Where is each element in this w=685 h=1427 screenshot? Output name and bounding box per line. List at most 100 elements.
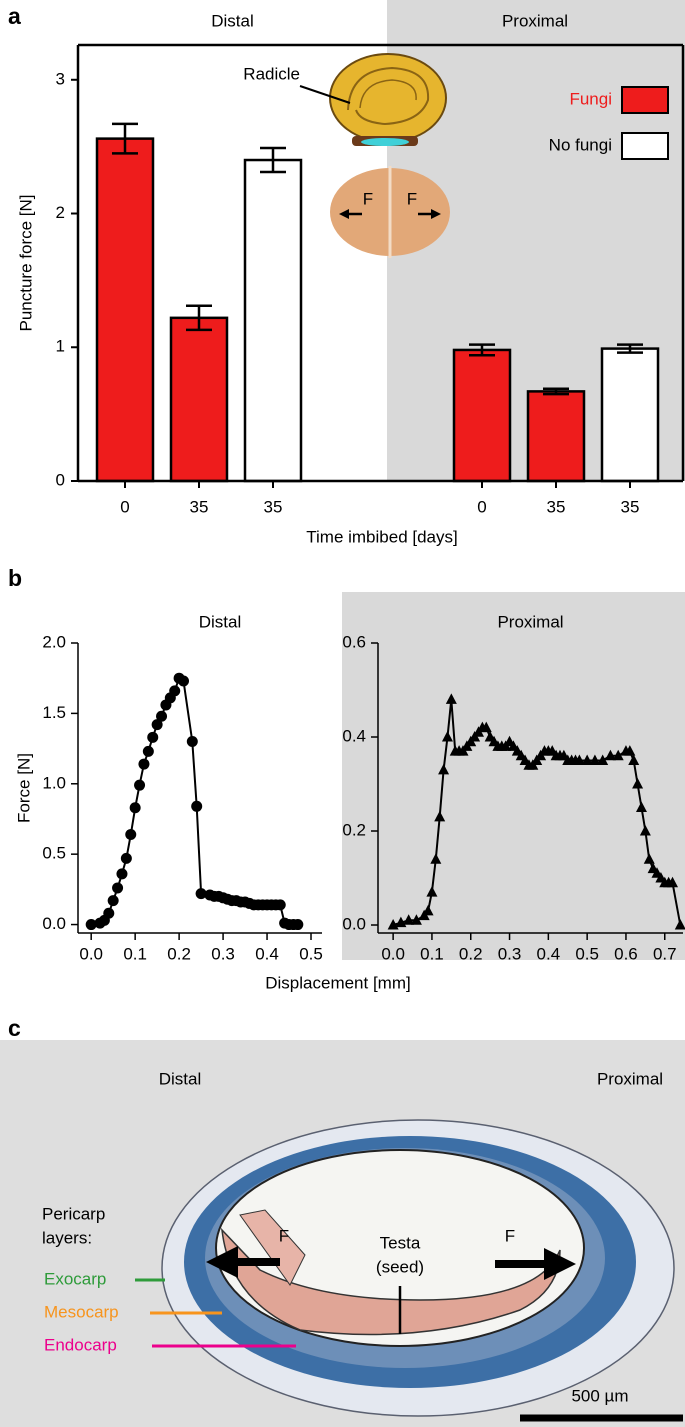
data-point [107, 895, 119, 907]
data-point [142, 745, 154, 757]
panel-label: c [8, 1015, 21, 1041]
legend-swatch [621, 86, 669, 114]
data-point [445, 693, 457, 704]
data-point [635, 801, 647, 813]
data-point [643, 853, 655, 864]
data-point [430, 853, 442, 864]
chart-title: Distal [199, 612, 242, 631]
y-axis-label: Puncture force [N] [16, 194, 35, 331]
data-point [169, 685, 181, 697]
data-point [581, 754, 593, 766]
x-tick-label: 0.3 [211, 944, 235, 963]
panel-label: b [8, 565, 22, 591]
bar [526, 390, 586, 483]
data-point [422, 904, 434, 916]
data-point [178, 675, 190, 687]
x-tick-label: 0.3 [498, 944, 522, 963]
data-point [639, 825, 651, 836]
data-point [426, 886, 438, 897]
legend-swatch [621, 132, 669, 160]
x-tick-label: 0 [477, 497, 486, 516]
data-point [103, 907, 115, 919]
y-tick-label: 3 [56, 69, 65, 88]
y-tick-label: 0.6 [342, 632, 366, 651]
x-axis-label: Displacement [mm] [265, 973, 410, 992]
data-point [186, 736, 198, 748]
x-tick-label: 0.5 [575, 944, 599, 963]
bar [600, 347, 660, 483]
x-tick-label: 0.6 [614, 944, 638, 963]
data-point [628, 754, 640, 766]
data-point [116, 868, 128, 880]
group-label: Proximal [502, 11, 568, 30]
data-point [112, 882, 124, 894]
data-point [667, 876, 679, 888]
data-point [147, 731, 159, 743]
y-tick-label: 1 [56, 337, 65, 356]
layer-label: Exocarp [44, 1269, 106, 1288]
data-point [156, 710, 168, 722]
y-tick-label: 0.0 [42, 914, 66, 933]
data-point [573, 754, 585, 766]
y-tick-label: 0.5 [42, 844, 66, 863]
y-tick-label: 2.0 [42, 632, 66, 651]
data-point [134, 779, 146, 791]
data-point [480, 721, 492, 733]
data-point [403, 914, 415, 925]
side-label: Proximal [597, 1069, 663, 1088]
bar [169, 316, 229, 483]
x-tick-label: 35 [547, 497, 566, 516]
pericarp-label: layers: [42, 1228, 92, 1247]
micrograph [161, 1119, 683, 1422]
legend-label: Fungi [569, 89, 612, 108]
data-point [274, 899, 286, 911]
layer-label: Endocarp [44, 1335, 117, 1354]
x-tick-label: 35 [621, 497, 640, 516]
annotation: F [407, 189, 417, 208]
data-point [191, 800, 203, 812]
layer-label: Mesocarp [44, 1302, 119, 1321]
x-tick-label: 0 [120, 497, 129, 516]
data-point [434, 810, 446, 822]
data-point [125, 828, 137, 840]
data-point [624, 745, 636, 756]
seed-inset [299, 53, 450, 258]
data-point [85, 919, 97, 931]
data-point [441, 731, 453, 742]
data-point [129, 802, 141, 814]
y-tick-label: 0.0 [342, 914, 366, 933]
scale-bar-label: 500 µm [571, 1386, 628, 1405]
y-tick-label: 0.4 [342, 726, 366, 745]
y-axis-label: Force [N] [14, 753, 33, 823]
panel-label: a [8, 3, 21, 29]
legend-label: No fungi [549, 135, 612, 154]
group-label: Distal [211, 11, 254, 30]
side-label: Distal [159, 1069, 202, 1088]
bar [452, 348, 512, 483]
data-point [604, 749, 616, 761]
data-point [674, 919, 685, 930]
data-point [292, 919, 304, 931]
x-tick-label: 0.2 [459, 944, 483, 963]
annotation: Radicle [243, 64, 300, 83]
data-point [151, 719, 163, 731]
x-tick-label: 0.0 [79, 944, 103, 963]
y-tick-label: 0 [56, 470, 65, 489]
y-tick-label: 0.2 [342, 820, 366, 839]
y-tick-label: 1.0 [42, 773, 66, 792]
x-tick-label: 0.0 [381, 944, 405, 963]
testa-label: (seed) [376, 1257, 424, 1276]
bar [243, 158, 303, 483]
x-tick-label: 0.4 [255, 944, 279, 963]
y-tick-label: 1.5 [42, 703, 66, 722]
force-label: F [505, 1226, 515, 1245]
data-point [612, 749, 624, 761]
x-tick-label: 0.1 [420, 944, 444, 963]
x-tick-label: 0.1 [123, 944, 147, 963]
x-axis-label: Time imbibed [days] [306, 527, 457, 546]
pericarp-label: Pericarp [42, 1204, 105, 1223]
x-tick-label: 35 [264, 497, 283, 516]
data-point [589, 754, 601, 766]
data-point [438, 763, 450, 775]
